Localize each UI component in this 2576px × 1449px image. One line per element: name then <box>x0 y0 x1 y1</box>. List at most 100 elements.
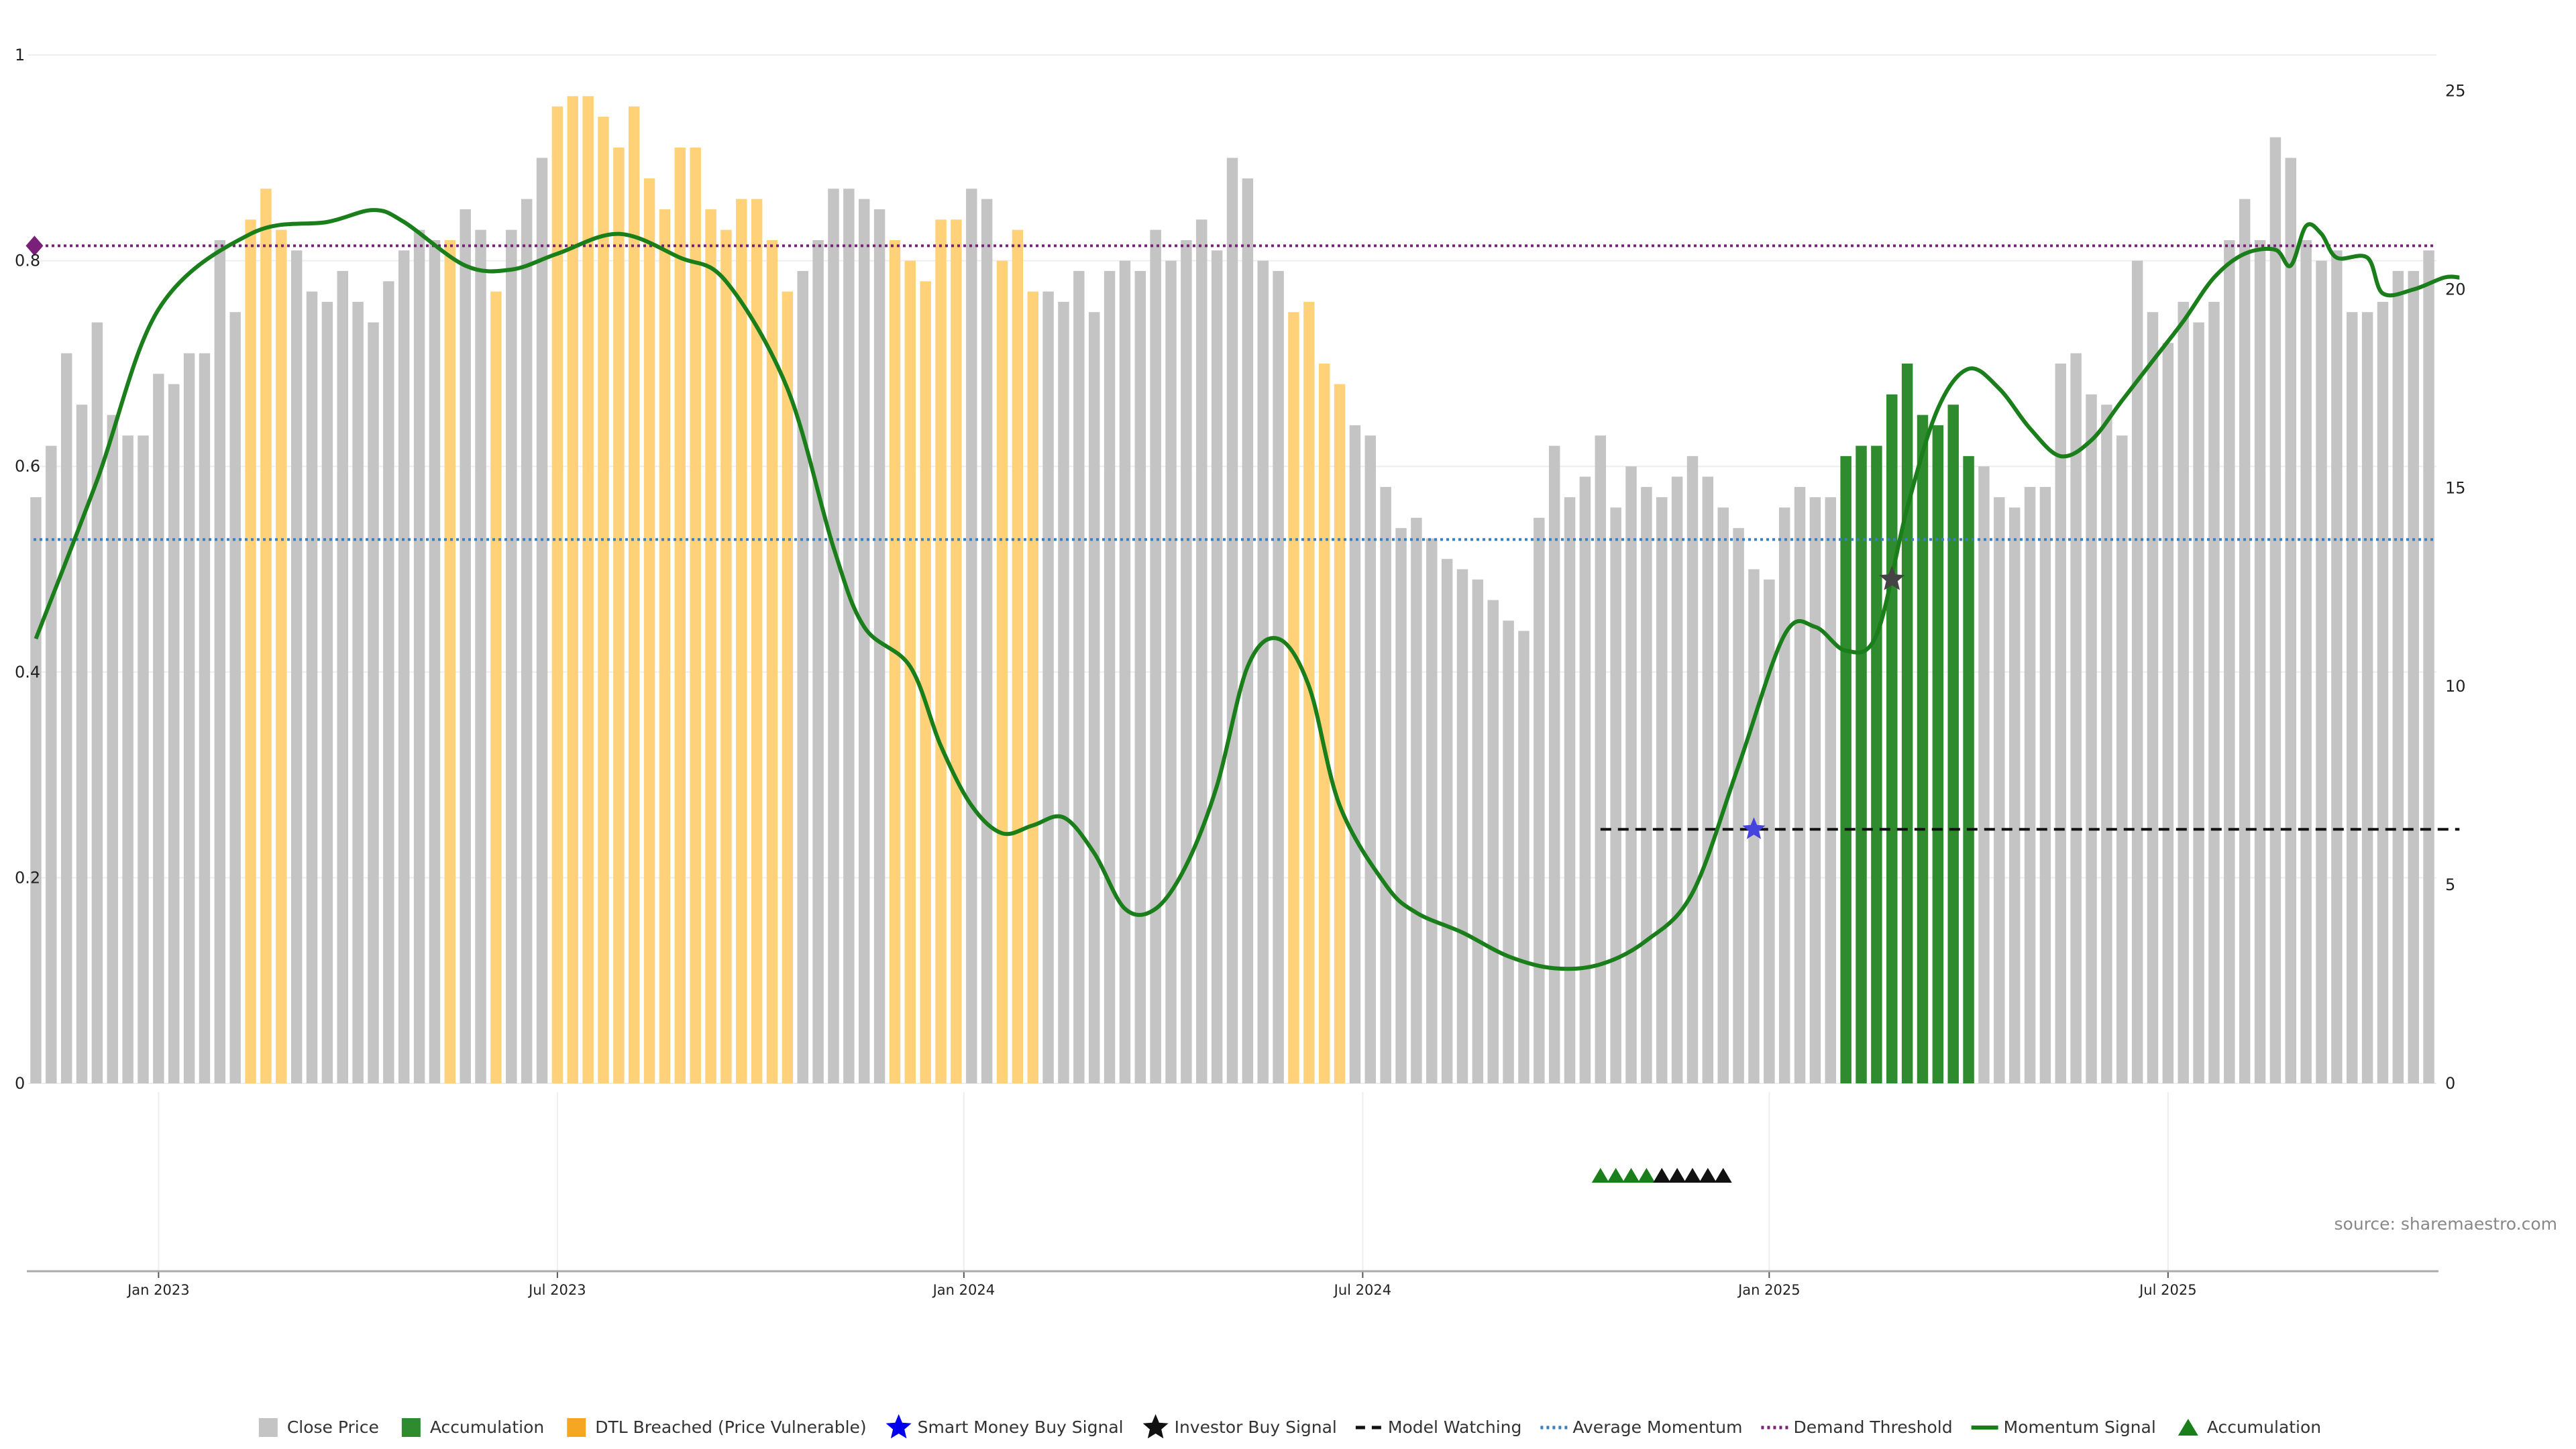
bar <box>1518 631 1529 1083</box>
legend-swatch <box>567 1418 586 1437</box>
legend-item: Investor Buy Signal <box>1142 1414 1337 1439</box>
bar <box>843 189 855 1083</box>
bar <box>1932 425 1944 1083</box>
legend-label: DTL Breached (Price Vulnerable) <box>595 1417 866 1437</box>
accumulation-marker <box>1653 1168 1671 1183</box>
bar <box>1364 435 1377 1083</box>
right-tick-label: 5 <box>2445 875 2455 894</box>
bar <box>1917 415 1929 1083</box>
bar <box>582 96 594 1083</box>
legend-label: Momentum Signal <box>2004 1417 2156 1437</box>
signal-markers <box>1591 566 1905 1183</box>
bar <box>1963 455 1974 1083</box>
accumulation-marker <box>1699 1168 1717 1183</box>
bar <box>1825 497 1837 1083</box>
bar <box>1334 384 1346 1083</box>
momentum-signal-line <box>34 208 2460 971</box>
bar <box>1548 445 1560 1083</box>
right-tick-label: 25 <box>2445 82 2466 101</box>
bar <box>966 189 977 1083</box>
left-tick-label: 0 <box>15 1074 25 1093</box>
bar <box>858 199 870 1083</box>
bar <box>2285 158 2297 1083</box>
legend-label: Investor Buy Signal <box>1175 1417 1337 1437</box>
bar <box>413 229 425 1083</box>
bar <box>1073 270 1085 1084</box>
bar <box>2024 486 2036 1083</box>
legend-item: Close Price <box>258 1417 379 1437</box>
legend-item: Average Momentum <box>1540 1417 1742 1437</box>
bar <box>1901 363 1913 1083</box>
bar <box>567 96 578 1083</box>
bar <box>1595 435 1607 1083</box>
legend-label: Close Price <box>287 1417 379 1437</box>
bar <box>122 435 133 1083</box>
bar <box>2224 239 2235 1084</box>
bar <box>736 199 747 1083</box>
bar <box>1503 621 1514 1083</box>
bar <box>138 435 149 1083</box>
bar <box>2377 301 2389 1083</box>
bar <box>1288 312 1299 1083</box>
legend-swatch <box>401 1418 421 1437</box>
bar <box>1211 250 1223 1083</box>
bar <box>199 353 211 1083</box>
demand-threshold-marker <box>25 235 44 256</box>
bar <box>1625 466 1637 1083</box>
bar <box>981 199 993 1083</box>
legend-star-icon <box>1142 1414 1169 1439</box>
bar <box>643 178 655 1084</box>
legend-label: Model Watching <box>1388 1417 1522 1437</box>
left-tick-label: 0.2 <box>15 868 40 887</box>
left-tick-label: 1 <box>15 46 25 64</box>
bar <box>628 106 640 1083</box>
legend-item: Accumulation <box>2178 1417 2321 1437</box>
bar <box>1641 486 1652 1083</box>
bar <box>337 270 348 1084</box>
bar <box>1978 466 1990 1083</box>
bar <box>1012 229 1024 1083</box>
bar <box>2086 394 2097 1083</box>
legend-item: Momentum Signal <box>1971 1417 2156 1437</box>
bar <box>1134 270 1146 1084</box>
x-tick-label: Jul 2024 <box>1333 1282 1391 1298</box>
bar <box>1426 538 1438 1083</box>
bar <box>475 229 486 1083</box>
x-tick-label: Jan 2024 <box>932 1282 996 1298</box>
bar <box>1027 291 1038 1084</box>
source-label: source: sharemaestro.com <box>2334 1214 2558 1234</box>
bar <box>1104 270 1116 1084</box>
bar <box>1349 425 1361 1083</box>
bar <box>2208 301 2220 1083</box>
legend-item: Accumulation <box>401 1417 544 1437</box>
bar <box>920 281 931 1083</box>
bar <box>1257 260 1269 1084</box>
bar <box>2162 343 2174 1083</box>
bar <box>30 497 42 1083</box>
bar <box>460 209 471 1084</box>
bar <box>214 239 226 1084</box>
investor-buy-star <box>1879 566 1905 590</box>
right-tick-label: 10 <box>2445 677 2466 696</box>
bar <box>506 229 517 1083</box>
bar <box>1088 312 1100 1083</box>
bar <box>996 260 1008 1084</box>
bar <box>705 209 716 1084</box>
bar <box>521 199 533 1083</box>
bar <box>889 239 901 1084</box>
bar <box>1226 158 1238 1083</box>
left-tick-label: 0.6 <box>15 457 40 476</box>
legend-item: Model Watching <box>1355 1417 1522 1437</box>
bar <box>1702 476 1714 1083</box>
legend-item: Demand Threshold <box>1761 1417 1953 1437</box>
bar <box>1150 229 1161 1083</box>
bar <box>398 250 410 1083</box>
bar <box>245 219 256 1083</box>
bar <box>1856 445 1867 1083</box>
bar <box>1165 260 1177 1084</box>
bar <box>2131 260 2143 1084</box>
momentum-signal <box>34 208 2460 971</box>
bar <box>1994 497 2005 1083</box>
bar <box>1318 363 1330 1083</box>
